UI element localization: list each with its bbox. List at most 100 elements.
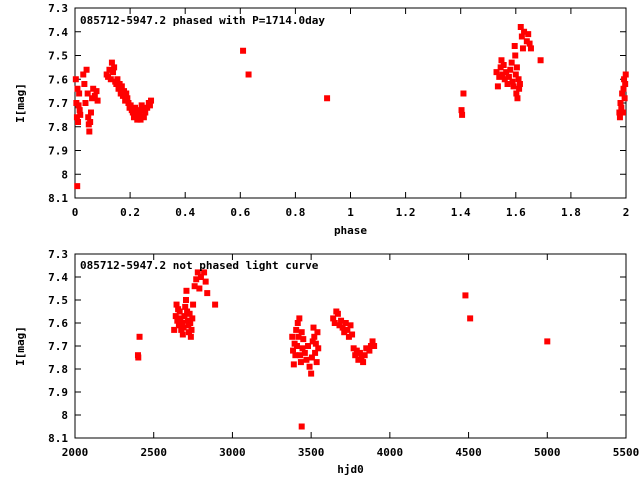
phased-plot-frame	[74, 7, 627, 199]
data-point	[91, 92, 98, 99]
data-point	[622, 71, 629, 78]
data-point	[197, 274, 204, 280]
data-point	[516, 85, 523, 92]
x-tick-label: 5000	[534, 446, 561, 459]
data-point	[308, 370, 315, 377]
data-point	[367, 343, 374, 349]
data-point	[526, 40, 533, 47]
data-point	[127, 102, 134, 109]
x-tick-label: 1.2	[396, 206, 416, 219]
data-point	[338, 317, 345, 324]
data-point	[621, 76, 628, 83]
data-point	[190, 301, 197, 308]
data-point	[360, 359, 367, 366]
data-point	[460, 90, 467, 97]
data-point	[293, 326, 300, 333]
data-point	[175, 322, 182, 329]
data-point	[76, 90, 83, 97]
data-point	[503, 69, 510, 76]
x-tick-label: 2000	[62, 446, 89, 459]
data-point	[619, 109, 626, 116]
data-point	[621, 95, 628, 102]
data-point	[501, 76, 508, 83]
phased-y-axis-ticks: 7.3 7.4 7.5 7.6 7.7 7.8 7.9 8 8.1	[48, 2, 626, 205]
data-point	[142, 109, 149, 116]
data-point	[108, 59, 115, 66]
data-point	[118, 83, 125, 90]
data-point	[306, 363, 313, 370]
data-point	[114, 76, 121, 83]
data-point	[76, 107, 83, 114]
data-point	[111, 64, 118, 71]
data-point	[174, 317, 181, 324]
data-point	[336, 322, 343, 329]
data-point	[499, 71, 506, 78]
data-point	[521, 28, 528, 35]
data-point	[500, 62, 507, 68]
data-point	[110, 69, 117, 76]
data-point	[290, 347, 297, 354]
data-point	[498, 57, 505, 64]
data-point	[331, 320, 338, 326]
data-point	[324, 95, 331, 102]
unphased-light-curve-panel: 2000 2500 3000 3500 4000 4500 5000 5500 7.37.47…	[14, 248, 639, 476]
data-point	[618, 104, 625, 111]
data-point	[298, 423, 305, 430]
data-point	[616, 109, 623, 116]
data-point	[308, 354, 315, 361]
data-point	[90, 85, 97, 92]
data-point	[356, 349, 363, 356]
data-point	[172, 313, 179, 320]
data-point	[171, 326, 178, 333]
data-point	[512, 52, 519, 59]
data-point	[313, 359, 320, 366]
data-point	[299, 345, 306, 352]
y-tick-label: 8	[61, 409, 68, 422]
y-tick-label: 8.1	[48, 432, 68, 445]
data-point	[193, 276, 200, 283]
data-point	[493, 69, 500, 76]
data-point	[619, 90, 626, 97]
y-tick-label: 8.1	[48, 192, 68, 205]
data-point	[544, 338, 551, 345]
data-point	[497, 64, 504, 71]
data-point	[87, 109, 94, 116]
data-point	[301, 349, 308, 356]
data-point	[361, 352, 368, 359]
data-point	[179, 331, 186, 338]
data-point	[94, 97, 101, 104]
data-point	[132, 104, 139, 111]
data-point	[123, 90, 130, 97]
data-point	[75, 119, 82, 125]
data-point	[194, 269, 201, 276]
y-tick-label: 7.3	[48, 248, 68, 261]
data-point	[140, 114, 147, 121]
data-point	[507, 66, 514, 73]
data-point	[371, 343, 378, 349]
phased-plot-title: 085712-5947.2 phased with P=1714.0day	[80, 14, 325, 27]
data-point	[355, 356, 362, 363]
x-tick-label: 4500	[455, 446, 482, 459]
data-point	[136, 333, 143, 340]
data-point	[509, 78, 516, 85]
data-point	[504, 81, 511, 87]
phased-data-points	[72, 24, 629, 190]
data-point	[245, 71, 252, 78]
data-point	[366, 347, 373, 354]
x-tick-label: 2500	[140, 446, 167, 459]
unphased-y-axis-ticks: 7.3 7.4 7.5 7.6 7.7 7.8 7.9 8 8.1	[48, 248, 626, 445]
data-point	[617, 100, 624, 106]
data-point	[290, 361, 297, 368]
data-point	[537, 57, 544, 64]
unphased-y-axis-label: I[mag]	[14, 326, 27, 366]
data-point	[106, 66, 113, 73]
data-point	[616, 114, 623, 121]
data-point	[135, 354, 142, 361]
data-point	[467, 315, 474, 322]
data-point	[344, 326, 351, 333]
x-tick-label: 4000	[377, 446, 404, 459]
x-tick-label: 3000	[219, 446, 246, 459]
data-point	[119, 92, 126, 99]
data-point	[133, 111, 140, 118]
data-point	[297, 352, 304, 359]
